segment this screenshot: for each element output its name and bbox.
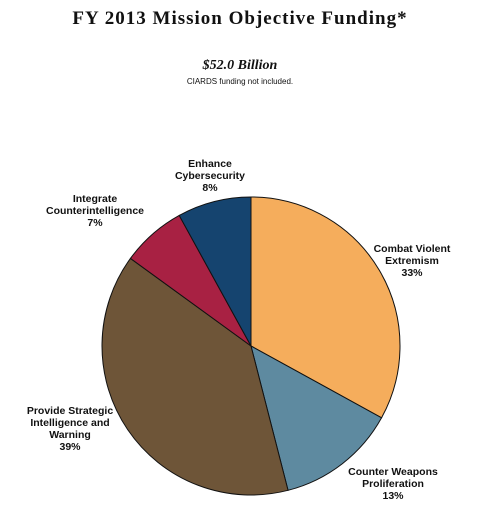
slice-label: Enhance Cybersecurity 8% — [152, 158, 268, 194]
slice-label: Counter Weapons Proliferation 13% — [335, 466, 451, 502]
pie-slice — [250, 345, 383, 491]
value-label: 39% — [59, 441, 81, 453]
slice-label: Provide Strategic Intelligence and Warni… — [12, 405, 128, 453]
category-label: Enhance Cybersecurity — [174, 158, 246, 182]
pie-slice — [250, 196, 401, 419]
category-label: Integrate Counterintelligence — [45, 193, 144, 217]
chart-subtitle: $52.0 Billion — [202, 58, 278, 73]
category-label: Counter Weapons Proliferation — [348, 466, 438, 490]
chart-note: CIARDS funding not included. — [186, 77, 294, 86]
slice-label: Integrate Counterintelligence 7% — [37, 193, 153, 229]
pie-slice — [101, 257, 289, 496]
chart-title: FY 2013 Mission Objective Funding* — [72, 8, 408, 29]
value-label: 33% — [401, 267, 423, 279]
category-label: Provide Strategic Intelligence and Warni… — [26, 405, 114, 441]
category-label: Combat Violent Extremism — [373, 243, 451, 267]
slice-label: Combat Violent Extremism 33% — [354, 243, 470, 279]
value-label: 13% — [382, 490, 404, 502]
pie-slice — [178, 196, 252, 347]
value-label: 8% — [202, 182, 218, 194]
value-label: 7% — [87, 217, 103, 229]
